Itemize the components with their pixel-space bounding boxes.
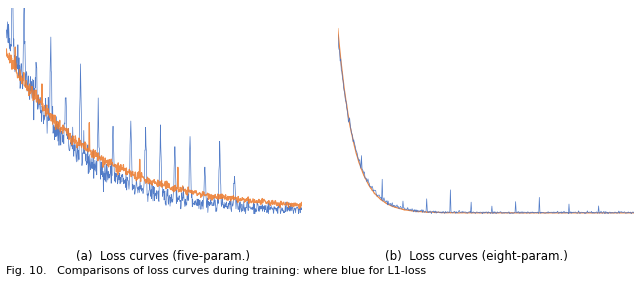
Text: (a)  Loss curves (five-param.): (a) Loss curves (five-param.) — [76, 250, 250, 263]
Text: Fig. 10.   Comparisons of loss curves during training: where blue for L1-loss: Fig. 10. Comparisons of loss curves duri… — [6, 266, 426, 276]
Text: (b)  Loss curves (eight-param.): (b) Loss curves (eight-param.) — [385, 250, 568, 263]
